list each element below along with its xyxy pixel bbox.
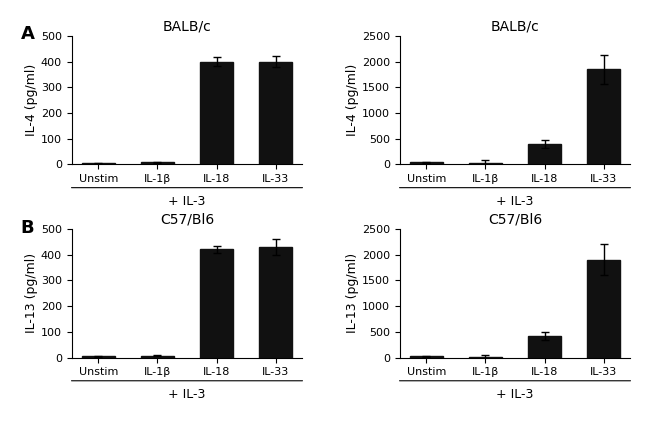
Text: A: A <box>21 25 34 43</box>
Text: + IL-3: + IL-3 <box>497 195 534 208</box>
Bar <box>259 247 292 358</box>
Bar <box>410 356 443 358</box>
Bar <box>469 357 502 358</box>
Bar <box>200 249 233 358</box>
Text: + IL-3: + IL-3 <box>497 388 534 401</box>
Y-axis label: IL-4 (pg/ml): IL-4 (pg/ml) <box>25 64 38 136</box>
Bar <box>588 260 620 358</box>
Title: C57/Bl6: C57/Bl6 <box>160 212 214 226</box>
Text: + IL-3: + IL-3 <box>168 195 205 208</box>
Title: BALB/c: BALB/c <box>162 19 211 33</box>
Bar <box>259 62 292 164</box>
Bar <box>528 144 561 164</box>
Bar <box>141 162 174 164</box>
Y-axis label: IL-13 (pg/ml): IL-13 (pg/ml) <box>25 253 38 333</box>
Text: + IL-3: + IL-3 <box>168 388 205 401</box>
Bar <box>588 69 620 164</box>
Title: BALB/c: BALB/c <box>491 19 540 33</box>
Bar <box>200 62 233 164</box>
Bar <box>82 163 114 164</box>
Title: C57/Bl6: C57/Bl6 <box>488 212 542 226</box>
Bar <box>528 336 561 358</box>
Text: B: B <box>21 219 34 236</box>
Bar <box>82 356 114 358</box>
Bar <box>410 162 443 164</box>
Y-axis label: IL-4 (pg/ml): IL-4 (pg/ml) <box>346 64 359 136</box>
Bar <box>141 355 174 358</box>
Y-axis label: IL-13 (pg/ml): IL-13 (pg/ml) <box>346 253 359 333</box>
